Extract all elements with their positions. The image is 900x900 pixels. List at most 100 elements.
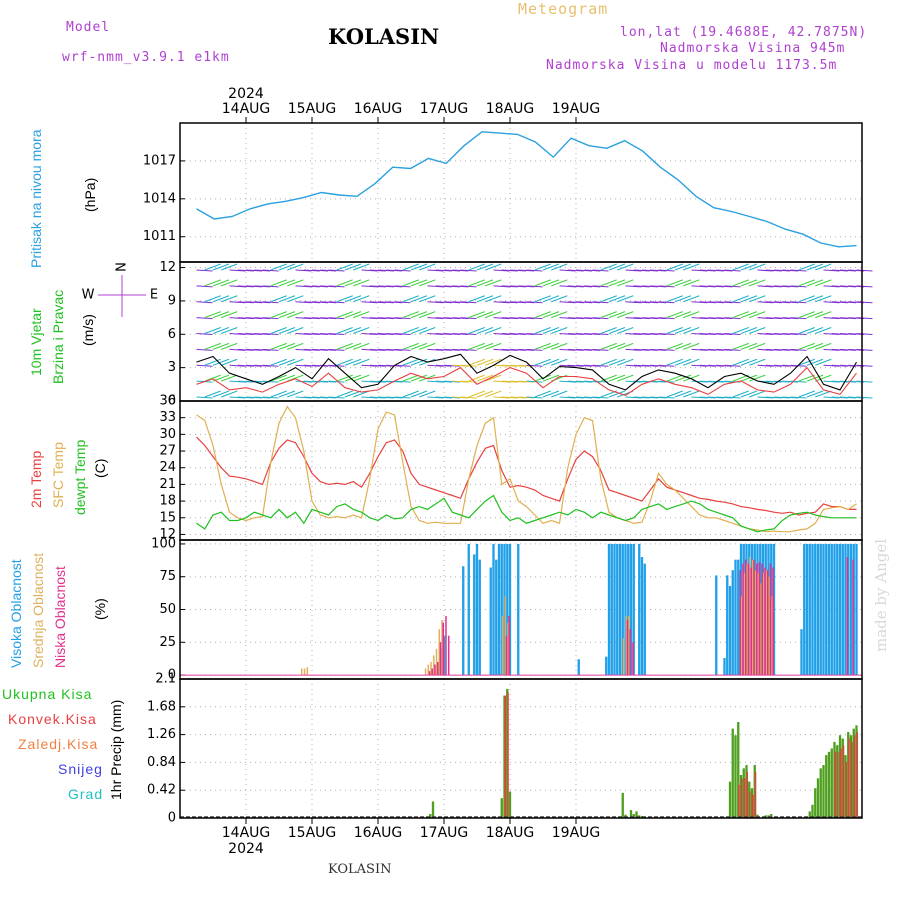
- wind-barb: [402, 279, 419, 287]
- cloud-bar: [761, 563, 763, 676]
- precip-bar: [737, 722, 740, 818]
- precip-bar: [754, 771, 757, 818]
- cloud-bar: [753, 559, 755, 676]
- wind-barb: [617, 279, 634, 287]
- wind-barb: [592, 348, 609, 351]
- precip-bar: [840, 748, 842, 818]
- wind-barb: [394, 317, 411, 320]
- credit-watermark: made by Angel: [872, 538, 890, 652]
- cloud-bar: [435, 648, 438, 676]
- wind-barb: [394, 364, 411, 367]
- wind-barb: [485, 390, 502, 398]
- cloud-bar: [629, 629, 631, 676]
- cloud-bar: [430, 661, 432, 676]
- wind-barb: [419, 279, 436, 287]
- wind-barb: [287, 358, 304, 366]
- wind-barb: [551, 390, 568, 398]
- cloud-bar: [610, 543, 613, 676]
- wind-barb: [683, 263, 700, 271]
- cloud-bar: [768, 576, 771, 676]
- pressure-label: Pritisak na nivou mora: [28, 129, 44, 268]
- wind-barb: [419, 342, 436, 350]
- wind-barb: [600, 263, 617, 271]
- wind-barb: [394, 396, 411, 399]
- cloud-bar: [769, 563, 772, 676]
- compass-w: W: [82, 288, 95, 303]
- wind-barb: [336, 326, 353, 335]
- cloud-bar: [497, 543, 501, 676]
- precip-bar: [855, 725, 858, 818]
- wind-barb: [485, 358, 502, 366]
- wind-barb: [270, 326, 287, 335]
- cloud-bar: [431, 668, 433, 676]
- cloud-bar: [577, 659, 580, 676]
- wind-barb: [740, 311, 758, 319]
- wind-barb: [353, 342, 370, 350]
- wind-barb: [542, 295, 560, 303]
- cloud-bar: [757, 572, 760, 676]
- wind-barb: [287, 295, 304, 303]
- ytick-label-wind-2: 6: [168, 327, 176, 342]
- wind-barb: [204, 263, 221, 271]
- cloud-bar: [629, 543, 633, 676]
- wind-barb: [534, 390, 551, 398]
- xlabel-top-4: 18AUG: [486, 101, 535, 117]
- wind-barb: [402, 311, 419, 319]
- wind-barb: [600, 358, 617, 366]
- wind-barb: [353, 311, 370, 319]
- wind-barb: [749, 311, 766, 319]
- wind-barb: [724, 317, 741, 320]
- cloud-bar: [761, 543, 765, 676]
- ytick-label-cloud-2: 50: [159, 602, 176, 617]
- ytick-label-pressure-0: 1011: [143, 229, 176, 244]
- cloud-bar: [726, 575, 729, 676]
- wind-barb: [278, 358, 296, 366]
- wind-barb: [344, 342, 362, 350]
- wind-barb: [856, 285, 873, 288]
- wind-barb: [732, 390, 749, 398]
- wind-barb: [798, 358, 815, 366]
- cloud-bar: [618, 543, 622, 676]
- wind-barb: [740, 358, 758, 366]
- wind-barb: [806, 311, 824, 319]
- wind-barb: [856, 396, 873, 399]
- wind-barb: [353, 358, 370, 366]
- precip-bar: [504, 695, 507, 818]
- cloud-label-1: Visoka Oblacnost: [8, 559, 24, 668]
- wind-barb: [278, 342, 296, 350]
- wind-barb: [336, 390, 353, 398]
- wind-barb: [666, 358, 683, 366]
- precip-bar: [847, 731, 850, 818]
- wind-barb: [212, 311, 230, 319]
- wind-barb: [683, 279, 700, 287]
- cloud-bar: [438, 629, 441, 676]
- precip-bar: [738, 784, 740, 818]
- wind-barb: [410, 342, 428, 350]
- wind-barb: [394, 332, 411, 336]
- wind-barb: [344, 326, 362, 335]
- cloud-bar: [759, 543, 762, 676]
- precip-bar: [739, 774, 743, 818]
- wind-barb: [600, 311, 617, 319]
- wind-barb: [674, 358, 692, 366]
- cloud-bar: [467, 543, 470, 676]
- ytick-label-temp-6: 30: [159, 427, 176, 442]
- wind-barb: [617, 374, 634, 382]
- wind-barb: [798, 342, 815, 350]
- wind-barb: [683, 311, 700, 319]
- wind-barb: [740, 326, 758, 335]
- wind-barb: [534, 263, 551, 271]
- panel-frame-precip: [179, 678, 863, 819]
- wind-barb: [806, 326, 824, 335]
- wind-barb: [658, 317, 675, 320]
- wind-barb: [666, 295, 683, 303]
- cloud-bar: [772, 543, 776, 676]
- wind-barb: [617, 311, 634, 319]
- wind-barb: [617, 342, 634, 350]
- cloud-bar: [437, 664, 440, 676]
- wind-barb: [278, 311, 296, 319]
- temp-label-1: 2m Temp: [28, 450, 44, 508]
- wind-barb: [749, 295, 766, 303]
- wind-barb: [204, 390, 221, 398]
- wind-barb: [460, 380, 477, 383]
